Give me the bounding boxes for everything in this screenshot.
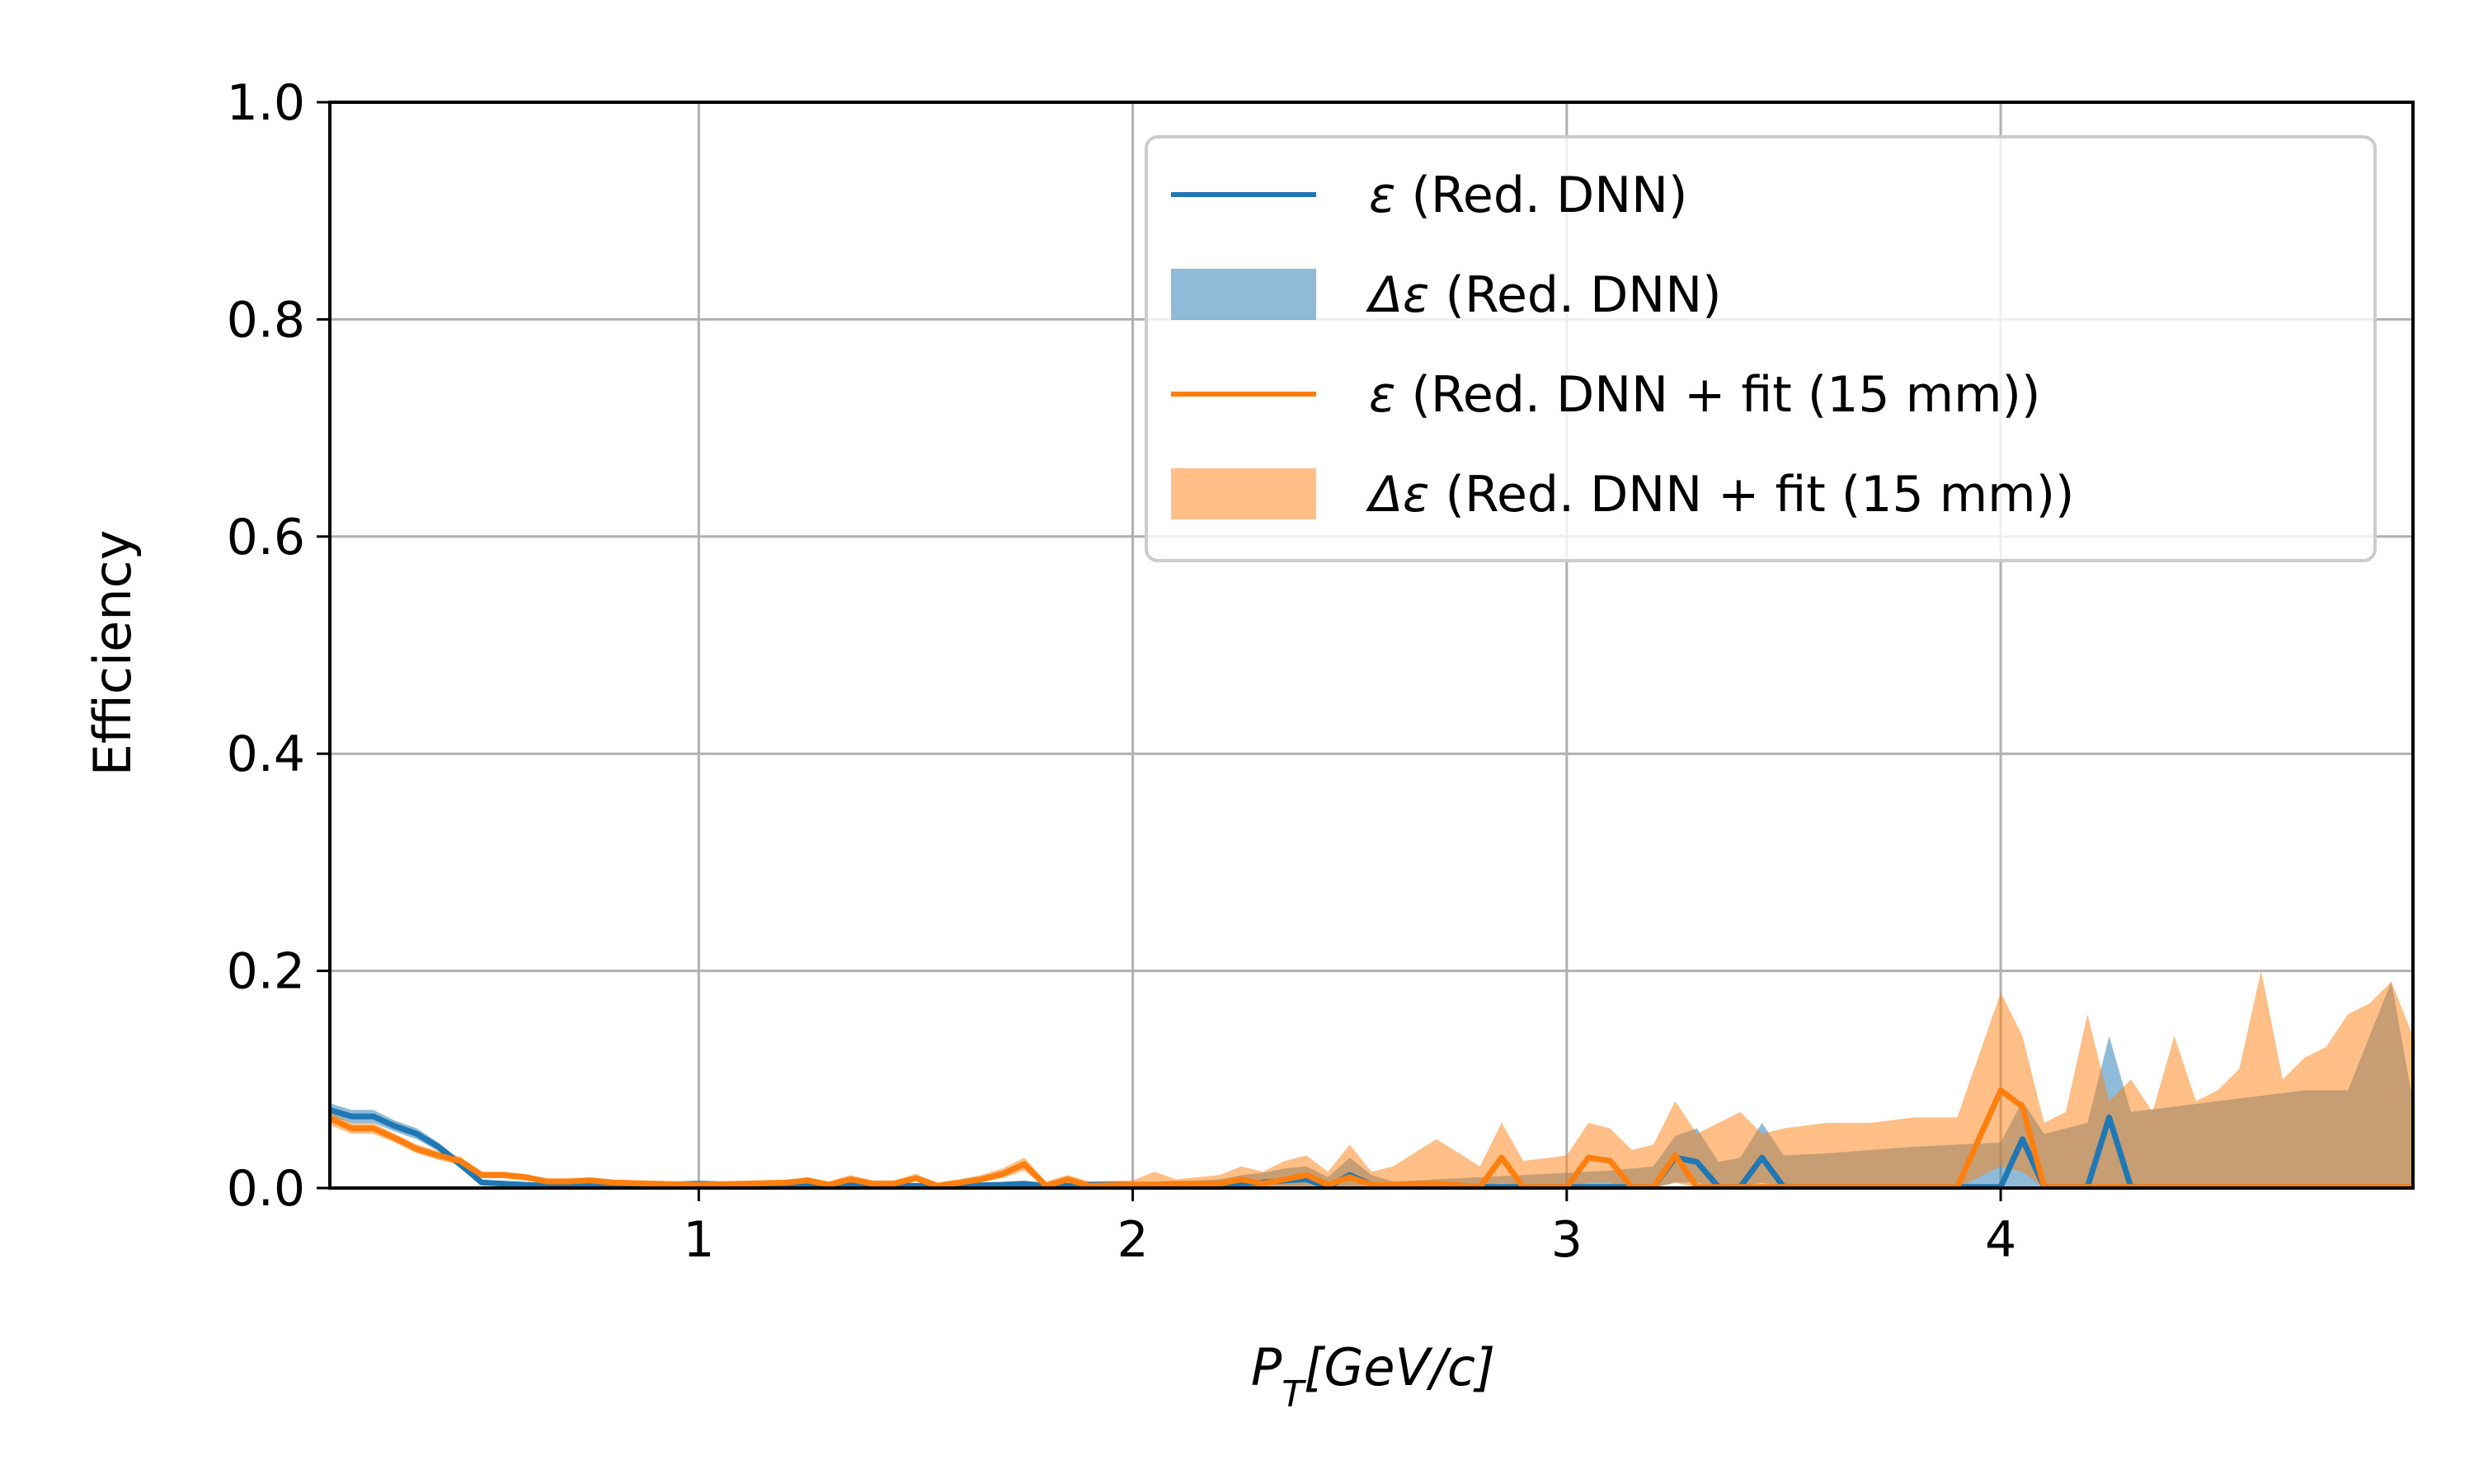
legend-label: (Red. DNN + fit (15 mm)) [1429,466,2074,524]
legend-swatch-delta-eps-red-dnn [1171,269,1316,320]
axes: 1 2 3 4 0.0 0.2 0.4 0.6 0.8 1.0 [227,74,2415,1269]
legend-symbol-eps: ε [1369,167,1395,224]
x-axis-label-unit: [GeV/c] [1304,1337,1495,1397]
legend-entry-eps-red-dnn-fit: ε (Red. DNN + fit (15 mm)) [1369,366,2040,424]
x-axis-label-main: P [1251,1337,1282,1397]
x-tick-label-4: 4 [1985,1211,2016,1269]
x-axis-label: PT[GeV/c] [1251,1337,1495,1416]
legend-label: (Red. DNN) [1395,167,1687,224]
legend-symbol-delta-eps: Δε [1366,466,1429,524]
legend-entry-delta-eps-red-dnn: Δε (Red. DNN) [1366,266,1721,324]
legend-box [1145,135,2377,562]
y-tick-label-1.0: 1.0 [227,74,305,132]
legend-entry-delta-eps-red-dnn-fit: Δε (Red. DNN + fit (15 mm)) [1366,466,2074,524]
legend: ε (Red. DNN) Δε (Red. DNN) ε (Red. DNN +… [1145,135,2377,562]
legend-swatch-delta-eps-red-dnn-fit [1171,468,1316,519]
x-tick-label-2: 2 [1117,1211,1148,1269]
series-band-red-dnn-fit [330,970,2413,1188]
x-tick-label-1: 1 [683,1211,714,1269]
y-axis-label: Efficiency [82,530,143,777]
axes-frame [328,101,2415,1190]
y-tick-label-0.2: 0.2 [227,943,305,1001]
legend-label: (Red. DNN) [1429,266,1721,324]
y-tick-label-0.6: 0.6 [227,509,305,566]
y-tick-label-0.0: 0.0 [227,1160,305,1218]
y-tick-label-0.4: 0.4 [227,726,305,783]
legend-label: (Red. DNN + fit (15 mm)) [1395,366,2040,424]
legend-entry-eps-red-dnn: ε (Red. DNN) [1369,167,1687,224]
x-tick-label-3: 3 [1551,1211,1583,1269]
x-axis-label-subscript: T [1282,1374,1306,1416]
series-line-red-dnn [330,1106,2413,1188]
legend-symbol-delta-eps: Δε [1366,266,1429,324]
legend-symbol-eps: ε [1369,366,1395,424]
y-tick-label-0.8: 0.8 [227,291,305,349]
